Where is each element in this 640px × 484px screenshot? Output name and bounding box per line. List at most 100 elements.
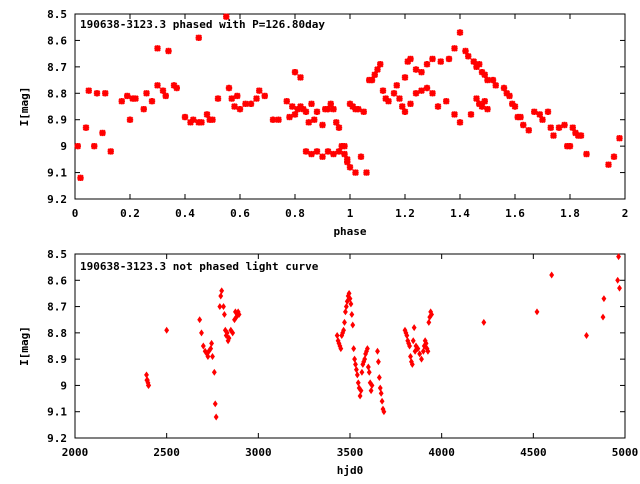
data-point [297,103,304,110]
data-point [544,108,552,116]
y-axis-title: I[mag] [18,87,31,127]
data-point [407,55,414,63]
data-point [214,95,222,102]
data-point [208,345,214,353]
data-point [481,71,489,79]
data-point [255,87,263,94]
data-point [219,287,225,295]
data-point [350,321,356,329]
data-point [412,90,420,97]
data-point [218,292,224,300]
data-point [584,332,589,339]
data-point [209,339,215,347]
data-point [288,103,296,110]
y-tick-label: 8.6 [47,274,67,287]
data-point [283,97,291,105]
data-point [299,105,307,113]
data-point [342,308,348,316]
data-point [382,95,390,102]
data-point [217,303,223,311]
data-point [352,355,358,363]
data-point [398,103,406,110]
x-tick-label: 5000 [612,446,639,459]
data-point [412,66,420,73]
data-point [534,308,540,316]
data-point [205,353,211,360]
data-point [566,142,574,150]
data-point [230,329,236,337]
data-point [475,100,483,108]
data-point [346,289,352,297]
data-point [492,82,500,89]
data-point [569,124,577,131]
data-point [500,84,508,92]
data-point [411,324,417,332]
y-tick-label: 9.1 [47,167,67,180]
x-tick-label: 0.6 [230,207,250,220]
data-point [357,153,365,160]
data-point [478,103,486,110]
data-point [199,329,204,337]
data-point [165,47,172,55]
data-point [313,148,321,155]
data-point [407,100,414,108]
data-point [360,108,368,116]
data-point [615,276,621,284]
data-point [377,384,383,392]
data-point [275,116,282,123]
data-point [506,92,513,100]
data-point [354,105,362,113]
data-point [338,345,344,353]
data-point [572,129,579,137]
data-point [462,47,469,55]
data-point [550,132,557,139]
data-point [346,100,354,108]
data-point [418,87,425,94]
data-point [371,71,379,79]
data-point [313,108,321,116]
data-point [481,97,489,105]
y-tick-label: 8.7 [47,301,67,314]
data-point [101,90,109,97]
data-point [74,142,82,150]
data-point [605,161,612,168]
data-point [358,387,364,395]
data-point [308,100,315,108]
data-point [162,92,170,100]
data-point [154,45,161,52]
chart-title: 190638-3123.3 phased with P=126.80day [80,18,325,31]
data-point [555,124,563,131]
data-point [173,84,181,92]
y-tick-label: 9.1 [47,406,67,419]
data-point [132,95,139,102]
data-point [213,413,219,421]
data-point [401,108,409,116]
data-point [354,371,360,379]
x-tick-label: 0.4 [175,207,195,220]
data-point [302,148,310,155]
data-point [429,310,435,318]
data-point [517,113,524,121]
data-point [211,368,217,376]
data-point [464,53,472,60]
y-tick-label: 8.9 [47,353,67,366]
data-point [519,121,527,129]
data-point [434,103,442,110]
data-point [364,345,370,353]
data-point [410,337,416,345]
data-point [342,318,347,326]
data-point [189,116,197,123]
data-point [379,87,387,94]
data-point [362,355,368,363]
x-tick-label: 0.8 [285,207,305,220]
data-point [442,97,450,105]
data-point [291,68,299,76]
data-point [330,150,337,158]
data-point [547,124,555,131]
data-point [77,174,84,182]
data-point [368,387,374,395]
data-point [247,100,255,108]
data-point [341,142,348,150]
x-axis-title: hjd0 [337,464,364,477]
data-points [144,253,622,421]
